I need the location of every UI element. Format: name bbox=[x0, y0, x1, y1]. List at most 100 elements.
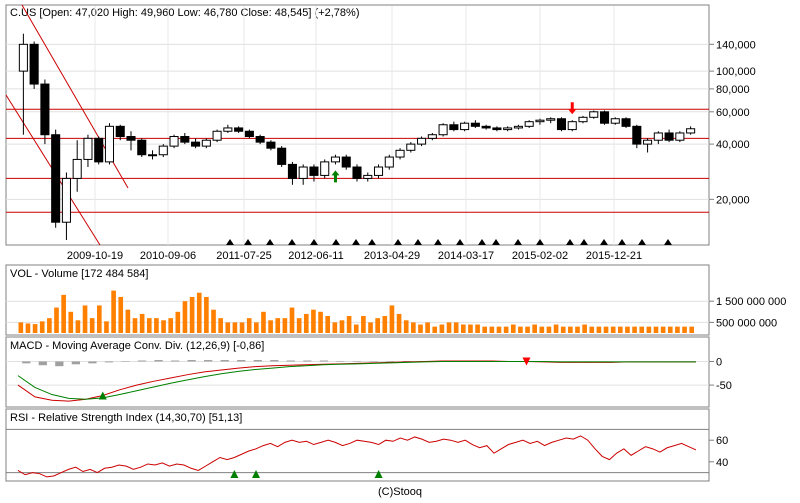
event-marker bbox=[566, 239, 574, 245]
rsi-ytick-label: 40 bbox=[716, 457, 728, 469]
candle-body bbox=[427, 134, 437, 139]
volume-bar bbox=[32, 324, 38, 333]
rsi-panel-frame bbox=[5, 408, 710, 482]
volume-bar bbox=[425, 322, 430, 333]
macd-panel-frame bbox=[5, 336, 710, 408]
rsi-panel-title: RSI - Relative Strength Index (14,30,70)… bbox=[10, 412, 242, 424]
volume-bar bbox=[532, 324, 537, 333]
price-xtick-label: 2013-04-29 bbox=[364, 250, 420, 262]
candle-body bbox=[395, 149, 405, 158]
candle-body bbox=[406, 143, 416, 151]
price-xtick-label: 2015-12-21 bbox=[586, 250, 642, 262]
volume-bar bbox=[667, 326, 673, 333]
candle-body bbox=[686, 128, 696, 134]
macd-histogram-bar bbox=[170, 360, 180, 362]
candle-body bbox=[546, 118, 556, 121]
price-xtick-label: 2010-09-06 bbox=[140, 250, 196, 262]
volume-bar bbox=[525, 326, 530, 333]
volume-bar bbox=[446, 322, 452, 333]
macd-histogram-bar bbox=[38, 361, 47, 366]
macd-histogram-bar bbox=[121, 361, 130, 362]
volume-bar bbox=[460, 324, 466, 333]
volume-panel-title: VOL - Volume [172 484 584] bbox=[10, 268, 148, 280]
candle-body bbox=[449, 124, 459, 131]
volume-bar bbox=[689, 326, 694, 333]
volume-bar bbox=[489, 326, 495, 333]
price-ytick-label: 100,000 bbox=[716, 66, 756, 78]
candle-body bbox=[664, 132, 674, 141]
candle-body bbox=[524, 121, 534, 127]
candle-body bbox=[309, 166, 319, 176]
macd-histogram-bar bbox=[237, 360, 246, 362]
volume-bar bbox=[646, 326, 652, 333]
macd-histogram-bar bbox=[336, 360, 345, 362]
volume-bar bbox=[675, 326, 680, 333]
volume-bar bbox=[375, 318, 380, 333]
volume-bar bbox=[82, 305, 88, 333]
macd-histogram-bar bbox=[286, 360, 295, 362]
candle-body bbox=[266, 141, 276, 149]
macd-series-line bbox=[17, 360, 696, 402]
macd-histogram-bar bbox=[204, 360, 213, 362]
candle-body bbox=[492, 127, 502, 131]
volume-bar bbox=[610, 326, 616, 333]
candle-body bbox=[255, 136, 265, 143]
candle-body bbox=[18, 43, 28, 72]
volume-bar bbox=[104, 321, 109, 333]
volume-bar bbox=[204, 296, 209, 333]
volume-bar bbox=[68, 311, 74, 333]
candle-body bbox=[578, 116, 588, 123]
candle-body bbox=[277, 147, 287, 165]
volume-bar bbox=[510, 324, 516, 333]
volume-bar bbox=[339, 320, 345, 333]
candle-body bbox=[503, 127, 513, 131]
volume-bar bbox=[275, 318, 281, 333]
volume-bar bbox=[639, 326, 645, 333]
volume-bar bbox=[518, 326, 523, 333]
candle-body bbox=[244, 130, 254, 138]
candle-body bbox=[104, 125, 115, 163]
macd-histogram-bar bbox=[270, 360, 279, 362]
volume-bar bbox=[361, 316, 366, 333]
macd-panel-title: MACD - Moving Average Conv. Div. (12,26,… bbox=[10, 340, 264, 352]
volume-bar bbox=[546, 326, 552, 333]
event-marker bbox=[332, 239, 340, 245]
event-marker bbox=[580, 239, 588, 245]
event-marker bbox=[414, 239, 422, 245]
candle-body bbox=[610, 118, 620, 124]
candle-body bbox=[417, 137, 427, 145]
candle-body bbox=[513, 125, 523, 129]
volume-bar bbox=[254, 322, 259, 333]
volume-bar bbox=[139, 313, 145, 333]
volume-bar bbox=[411, 322, 416, 333]
volume-bar bbox=[239, 322, 245, 333]
volume-bar bbox=[268, 320, 273, 333]
event-marker bbox=[456, 239, 464, 245]
macd-histogram-bar bbox=[253, 360, 262, 362]
volume-bar bbox=[382, 316, 388, 333]
candle-body bbox=[126, 136, 136, 141]
volume-bar bbox=[353, 324, 359, 333]
volume-bar bbox=[196, 292, 202, 333]
candle-body bbox=[29, 43, 39, 85]
volume-bar bbox=[189, 296, 195, 333]
volume-ytick-label: 1 500 000 000 bbox=[716, 296, 786, 308]
volume-bar bbox=[282, 318, 288, 333]
event-marker bbox=[352, 239, 360, 245]
price-ytick-label: 40,000 bbox=[716, 139, 750, 151]
candle-body bbox=[653, 132, 663, 141]
rsi-buy-marker bbox=[230, 470, 239, 478]
volume-bar bbox=[218, 318, 223, 333]
volume-bar bbox=[468, 324, 473, 333]
macd-histogram-bar bbox=[319, 360, 329, 362]
volume-bar bbox=[632, 326, 637, 333]
volume-bar bbox=[261, 311, 266, 333]
volume-ytick-label: 500 000 000 bbox=[716, 317, 777, 329]
macd-histogram-bar bbox=[369, 360, 378, 362]
candle-body bbox=[169, 136, 179, 147]
price-ytick-label: 140,000 bbox=[716, 39, 756, 51]
candle-body bbox=[373, 166, 384, 176]
volume-bar bbox=[25, 323, 31, 333]
volume-bar bbox=[603, 326, 609, 333]
volume-bar bbox=[582, 324, 587, 333]
